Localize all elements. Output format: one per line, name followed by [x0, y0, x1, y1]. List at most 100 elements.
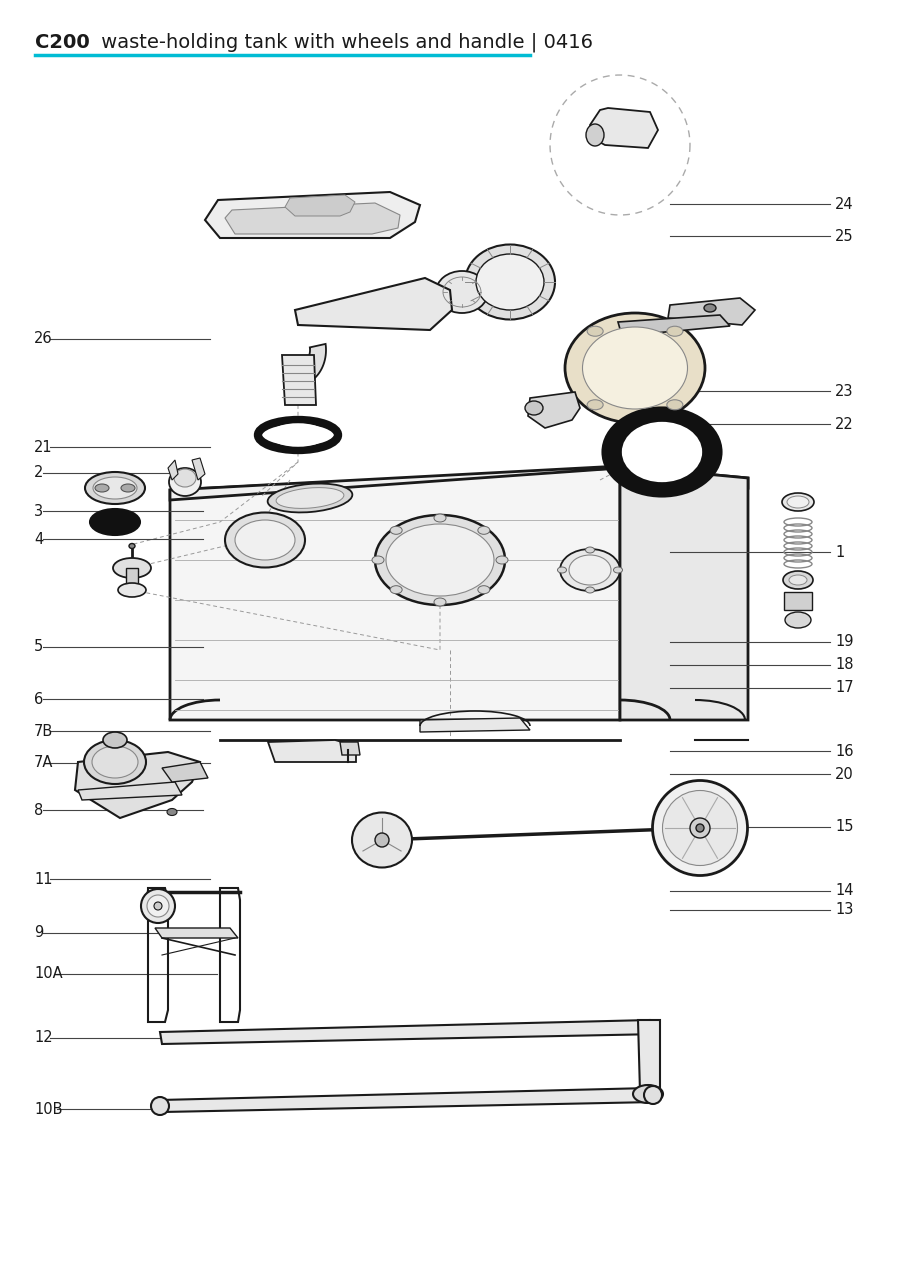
Ellipse shape [375, 515, 505, 604]
Polygon shape [268, 740, 356, 762]
Ellipse shape [496, 556, 508, 564]
Ellipse shape [667, 326, 683, 336]
Ellipse shape [582, 327, 688, 409]
Polygon shape [160, 1020, 660, 1044]
Text: 11: 11 [34, 872, 53, 887]
Ellipse shape [436, 271, 488, 313]
Ellipse shape [90, 509, 140, 535]
Text: 1: 1 [835, 544, 844, 560]
Polygon shape [170, 466, 748, 500]
Ellipse shape [391, 527, 402, 534]
Polygon shape [285, 196, 355, 216]
Ellipse shape [587, 400, 603, 410]
Ellipse shape [704, 304, 716, 312]
Ellipse shape [586, 124, 604, 146]
Text: 24: 24 [835, 197, 854, 212]
Ellipse shape [276, 488, 344, 509]
Ellipse shape [129, 543, 135, 548]
Polygon shape [784, 592, 812, 610]
Ellipse shape [375, 833, 389, 847]
Polygon shape [668, 298, 755, 325]
Text: 7A: 7A [34, 755, 54, 771]
Ellipse shape [783, 571, 813, 589]
Ellipse shape [586, 587, 595, 593]
Ellipse shape [372, 556, 384, 564]
Text: 20: 20 [835, 767, 854, 782]
Ellipse shape [614, 567, 623, 573]
Ellipse shape [121, 484, 135, 492]
Text: 18: 18 [835, 657, 854, 672]
Text: 14: 14 [835, 883, 854, 898]
Ellipse shape [267, 483, 353, 512]
Ellipse shape [569, 555, 611, 585]
Ellipse shape [141, 889, 175, 923]
Text: 25: 25 [835, 229, 854, 244]
Ellipse shape [85, 472, 145, 504]
Ellipse shape [478, 527, 490, 534]
Polygon shape [155, 928, 238, 938]
Text: 23: 23 [835, 383, 854, 399]
Text: 19: 19 [835, 634, 854, 649]
Polygon shape [620, 466, 748, 720]
Ellipse shape [644, 1086, 662, 1104]
Ellipse shape [696, 824, 704, 832]
Ellipse shape [782, 493, 814, 511]
Text: waste-holding tank with wheels and handle | 0416: waste-holding tank with wheels and handl… [95, 32, 593, 51]
Ellipse shape [787, 496, 809, 507]
Ellipse shape [560, 550, 620, 590]
Ellipse shape [93, 477, 137, 498]
Polygon shape [162, 762, 208, 782]
Ellipse shape [103, 732, 127, 748]
Ellipse shape [235, 520, 295, 560]
Ellipse shape [167, 809, 177, 815]
Ellipse shape [633, 1085, 663, 1103]
Text: 22: 22 [835, 417, 854, 432]
Ellipse shape [434, 598, 446, 606]
Ellipse shape [586, 547, 595, 553]
Polygon shape [126, 567, 138, 588]
Polygon shape [282, 355, 316, 405]
Ellipse shape [151, 1097, 169, 1114]
Text: 6: 6 [34, 691, 43, 707]
Ellipse shape [118, 583, 146, 597]
Ellipse shape [434, 514, 446, 521]
Ellipse shape [84, 740, 146, 783]
Ellipse shape [465, 244, 555, 320]
Ellipse shape [525, 401, 543, 415]
Ellipse shape [169, 468, 201, 496]
Text: 4: 4 [34, 532, 43, 547]
Ellipse shape [225, 512, 305, 567]
Text: 17: 17 [835, 680, 854, 695]
Polygon shape [192, 458, 205, 481]
Polygon shape [295, 279, 452, 330]
Text: 5: 5 [34, 639, 43, 654]
Text: 2: 2 [34, 465, 43, 481]
Text: 7B: 7B [34, 723, 53, 739]
Ellipse shape [478, 585, 490, 594]
Ellipse shape [587, 326, 603, 336]
Text: 15: 15 [835, 819, 854, 835]
Ellipse shape [391, 585, 402, 594]
Ellipse shape [652, 781, 748, 875]
Polygon shape [225, 203, 400, 234]
Text: 8: 8 [34, 803, 43, 818]
Polygon shape [78, 782, 182, 800]
Polygon shape [420, 718, 530, 732]
Ellipse shape [557, 567, 566, 573]
Polygon shape [205, 192, 420, 238]
Ellipse shape [273, 426, 323, 443]
Ellipse shape [386, 524, 494, 596]
Polygon shape [168, 460, 178, 481]
Text: 16: 16 [835, 744, 854, 759]
Ellipse shape [92, 746, 138, 778]
Ellipse shape [174, 469, 196, 487]
Text: 13: 13 [835, 902, 853, 918]
Ellipse shape [690, 818, 710, 838]
Ellipse shape [147, 895, 169, 918]
Polygon shape [590, 109, 658, 148]
Polygon shape [638, 1020, 660, 1095]
Ellipse shape [785, 612, 811, 627]
Polygon shape [170, 468, 620, 720]
Ellipse shape [626, 426, 698, 478]
Ellipse shape [352, 813, 412, 868]
